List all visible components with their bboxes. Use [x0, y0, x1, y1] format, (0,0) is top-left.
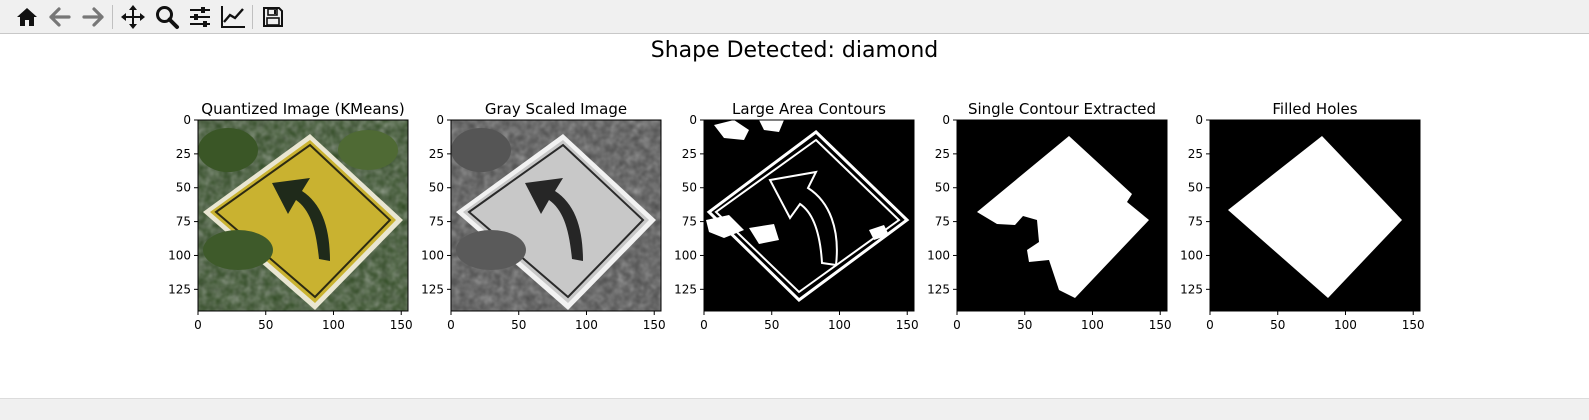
x-tick-label: 0: [1206, 318, 1214, 332]
zoom-button[interactable]: [152, 2, 182, 32]
x-tick-label: 50: [258, 318, 273, 332]
y-tick-label: 75: [1188, 215, 1203, 229]
axes-edit-icon: [221, 6, 245, 28]
x-tick-label: 50: [1270, 318, 1285, 332]
x-tick-label: 150: [1402, 318, 1425, 332]
y-tick-label: 100: [927, 248, 950, 262]
y-tick-label: 100: [421, 248, 444, 262]
back-arrow-icon: [49, 7, 71, 27]
y-tick-label: 50: [176, 181, 191, 195]
subplot-title: Single Contour Extracted: [968, 100, 1156, 118]
y-tick-label: 100: [1180, 248, 1203, 262]
toolbar: [0, 0, 1589, 34]
single-contour-image: [957, 120, 1167, 311]
save-button[interactable]: [258, 2, 288, 32]
subplot-large-area-contours: [703, 119, 915, 312]
y-tick-label: 75: [176, 215, 191, 229]
y-tick-label: 100: [168, 248, 191, 262]
figure-canvas[interactable]: Shape Detected: diamond: [0, 35, 1589, 398]
x-tick-label: 50: [1017, 318, 1032, 332]
pan-button[interactable]: [118, 2, 148, 32]
subplots-button[interactable]: [185, 2, 215, 32]
y-tick-label: 125: [674, 282, 697, 296]
forward-button[interactable]: [78, 2, 108, 32]
zoom-icon: [156, 6, 179, 29]
y-tick-label: 125: [1180, 282, 1203, 296]
quantized-image: [198, 120, 408, 311]
axes-edit-button[interactable]: [218, 2, 248, 32]
x-tick-label: 150: [1149, 318, 1172, 332]
y-tick-label: 25: [429, 147, 444, 161]
y-tick-label: 125: [168, 282, 191, 296]
y-tick-label: 0: [1195, 113, 1203, 127]
x-tick-label: 150: [643, 318, 666, 332]
contours-image: [704, 120, 914, 311]
subplot-title: Gray Scaled Image: [485, 100, 627, 118]
status-bar: [0, 398, 1589, 420]
y-tick-label: 50: [935, 181, 950, 195]
y-tick-label: 25: [1188, 147, 1203, 161]
gray-scaled-image: [451, 120, 661, 311]
subplot-filled-holes: [1209, 119, 1421, 312]
forward-arrow-icon: [82, 7, 104, 27]
y-tick-label: 25: [935, 147, 950, 161]
home-icon: [17, 8, 37, 26]
y-tick-label: 50: [1188, 181, 1203, 195]
subplot-title: Filled Holes: [1272, 100, 1357, 118]
subplot-quantized-image: [197, 119, 409, 312]
figure-suptitle: Shape Detected: diamond: [650, 38, 939, 63]
back-button[interactable]: [45, 2, 75, 32]
save-icon: [263, 7, 283, 27]
y-tick-label: 25: [176, 147, 191, 161]
x-tick-label: 100: [1334, 318, 1357, 332]
subplots-area: Quantized Image (KMeans) 0 50 100 150 0 25 50 75…: [168, 100, 1425, 332]
y-tick-label: 100: [674, 248, 697, 262]
y-tick-label: 50: [429, 181, 444, 195]
subplots-icon: [190, 7, 210, 27]
x-tick-label: 150: [896, 318, 919, 332]
subplot-single-contour: [956, 119, 1168, 312]
home-button[interactable]: [12, 2, 42, 32]
x-tick-label: 50: [511, 318, 526, 332]
y-tick-label: 0: [436, 113, 444, 127]
subplot-title: Large Area Contours: [732, 100, 886, 118]
y-tick-label: 0: [942, 113, 950, 127]
y-tick-label: 0: [183, 113, 191, 127]
x-tick-label: 0: [447, 318, 455, 332]
subplot-gray-scaled-image: [450, 119, 662, 312]
x-tick-label: 0: [953, 318, 961, 332]
x-tick-label: 150: [390, 318, 413, 332]
y-tick-label: 50: [682, 181, 697, 195]
y-tick-label: 125: [927, 282, 950, 296]
y-tick-label: 75: [682, 215, 697, 229]
toolbar-separator: [112, 5, 113, 29]
x-tick-label: 100: [1081, 318, 1104, 332]
y-tick-label: 25: [682, 147, 697, 161]
y-tick-label: 75: [935, 215, 950, 229]
pan-icon: [121, 5, 145, 29]
x-tick-label: 100: [575, 318, 598, 332]
toolbar-separator: [252, 5, 253, 29]
x-tick-label: 100: [322, 318, 345, 332]
subplot-title: Quantized Image (KMeans): [201, 100, 404, 118]
x-tick-label: 0: [700, 318, 708, 332]
y-tick-label: 125: [421, 282, 444, 296]
filled-holes-image: [1210, 120, 1420, 311]
y-tick-label: 75: [429, 215, 444, 229]
x-tick-label: 50: [764, 318, 779, 332]
y-tick-label: 0: [689, 113, 697, 127]
x-tick-label: 100: [828, 318, 851, 332]
x-tick-label: 0: [194, 318, 202, 332]
